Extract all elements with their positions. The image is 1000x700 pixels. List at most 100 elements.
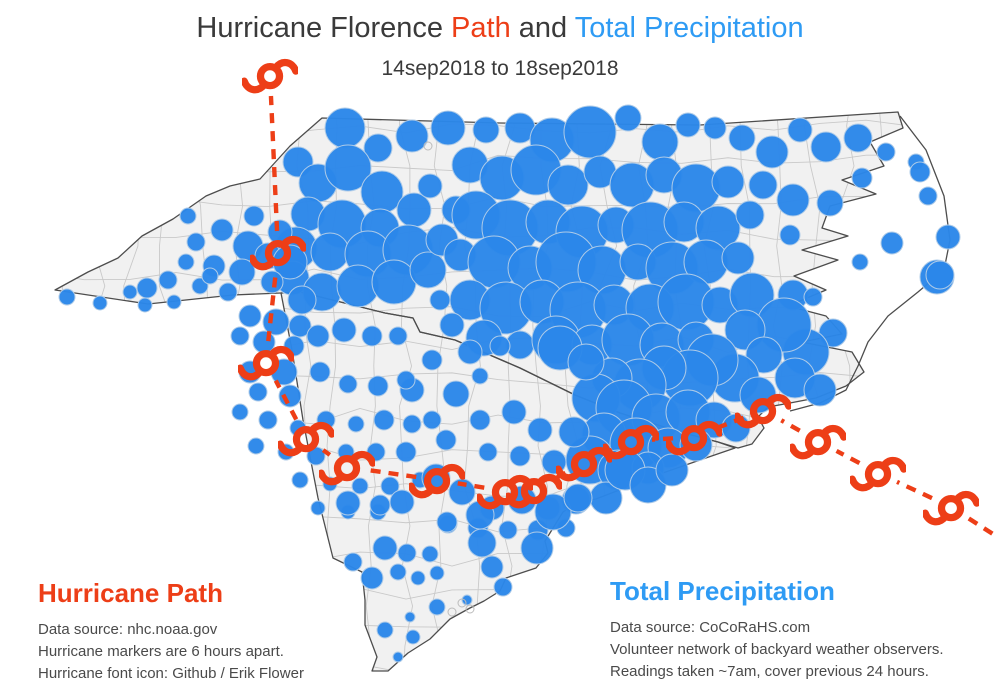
precip-circle <box>372 535 398 561</box>
precip-circle <box>360 170 404 214</box>
precip-zero-circle <box>447 607 457 617</box>
precip-zero-circle <box>465 604 475 614</box>
precip-circle <box>397 543 417 563</box>
precip-circle <box>258 410 278 430</box>
precip-circle <box>493 577 513 597</box>
precip-circle <box>721 241 755 275</box>
hurricane-track-segment <box>367 467 417 480</box>
precip-circle <box>851 253 869 271</box>
precip-circle <box>392 651 404 663</box>
precip-circle <box>421 349 443 371</box>
precip-circle <box>410 570 426 586</box>
precip-circle <box>287 285 317 315</box>
precip-circle <box>371 259 417 305</box>
precip-circle <box>369 494 391 516</box>
precip-circle <box>136 277 158 299</box>
hurricane-path-legend: Hurricane Path Data source: nhc.noaa.gov… <box>38 578 398 685</box>
hurricane-track-segment <box>321 448 332 457</box>
hurricane-track-segment <box>967 516 994 536</box>
precip-circle <box>177 253 195 271</box>
precip-circle <box>430 110 466 146</box>
precip-circle <box>489 335 511 357</box>
precip-circle <box>417 173 443 199</box>
precip-circle <box>478 442 498 462</box>
precip-circle <box>467 528 497 558</box>
precip-circle <box>843 123 873 153</box>
precip-circle <box>428 598 446 616</box>
precip-circle <box>58 288 76 306</box>
precipitation-readings-line: Readings taken ~7am, cover previous 24 h… <box>610 663 929 680</box>
precip-circle <box>851 167 873 189</box>
precip-circle <box>641 123 679 161</box>
hurricane-track-segment <box>896 479 933 501</box>
precip-circle <box>498 520 518 540</box>
precip-circle <box>218 282 238 302</box>
precip-circle <box>288 314 312 338</box>
precip-circle <box>405 629 421 645</box>
hurricane-icon <box>925 495 977 522</box>
precip-circle <box>436 511 458 533</box>
precip-circle <box>363 133 393 163</box>
precip-circle <box>748 170 778 200</box>
precip-circle <box>429 565 445 581</box>
precip-circle <box>421 545 439 563</box>
precip-circle <box>429 289 451 311</box>
precip-circle <box>728 124 756 152</box>
precip-circle <box>338 374 358 394</box>
precip-circle <box>547 164 589 206</box>
precip-circle <box>925 260 955 290</box>
precip-circle <box>122 284 138 300</box>
precip-circle <box>230 326 250 346</box>
precip-circle <box>520 531 554 565</box>
precip-circle <box>247 437 265 455</box>
precip-circle <box>711 165 745 199</box>
hurricane-track-segment <box>835 448 861 466</box>
precip-circle <box>880 231 904 255</box>
precip-circle <box>558 416 590 448</box>
hurricane-icon <box>852 461 904 488</box>
precip-circle <box>243 205 265 227</box>
precip-circle <box>816 189 844 217</box>
page-title: Hurricane Florence Path and Total Precip… <box>0 12 1000 45</box>
date-range-subtitle: 14sep2018 to 18sep2018 <box>381 57 619 80</box>
precip-circle <box>563 483 593 513</box>
precip-circle <box>228 258 256 286</box>
hurricane-path-interval-line: Hurricane markers are 6 hours apart. <box>38 643 284 660</box>
precip-circle <box>787 117 813 143</box>
precip-circle <box>179 207 197 225</box>
precip-circle <box>655 453 689 487</box>
title-path-word: Path <box>451 12 511 44</box>
precip-circle <box>457 339 483 365</box>
precip-circle <box>351 477 369 495</box>
precip-circle <box>435 429 457 451</box>
hurricane-track-segment <box>268 95 280 232</box>
precip-circle <box>380 476 400 496</box>
precip-circle <box>918 186 938 206</box>
hurricane-track-segment <box>651 436 674 442</box>
precip-circle <box>186 232 206 252</box>
precip-circle <box>461 594 473 606</box>
precip-circle <box>472 116 500 144</box>
precip-circle <box>201 267 219 285</box>
precip-circle <box>703 116 727 140</box>
precip-circle <box>779 224 801 246</box>
precip-circle <box>373 409 395 431</box>
precip-circle <box>614 104 642 132</box>
precip-circle <box>347 415 365 433</box>
precip-circle <box>935 224 961 250</box>
precip-circle <box>166 294 182 310</box>
precip-circle <box>563 105 617 159</box>
hurricane-track-segment <box>457 481 485 490</box>
precip-circle <box>92 295 108 311</box>
precip-circle <box>210 218 234 242</box>
total-precipitation-legend-heading: Total Precipitation <box>610 576 835 606</box>
precip-circle <box>335 490 361 516</box>
precip-zero-circle <box>457 598 467 608</box>
precip-circle <box>231 403 249 421</box>
hurricane-path-source-line: Data source: nhc.noaa.gov <box>38 621 218 638</box>
precip-circle <box>361 325 383 347</box>
hurricane-track-segment <box>780 418 801 433</box>
precip-circle <box>803 287 823 307</box>
precip-circle <box>388 326 408 346</box>
